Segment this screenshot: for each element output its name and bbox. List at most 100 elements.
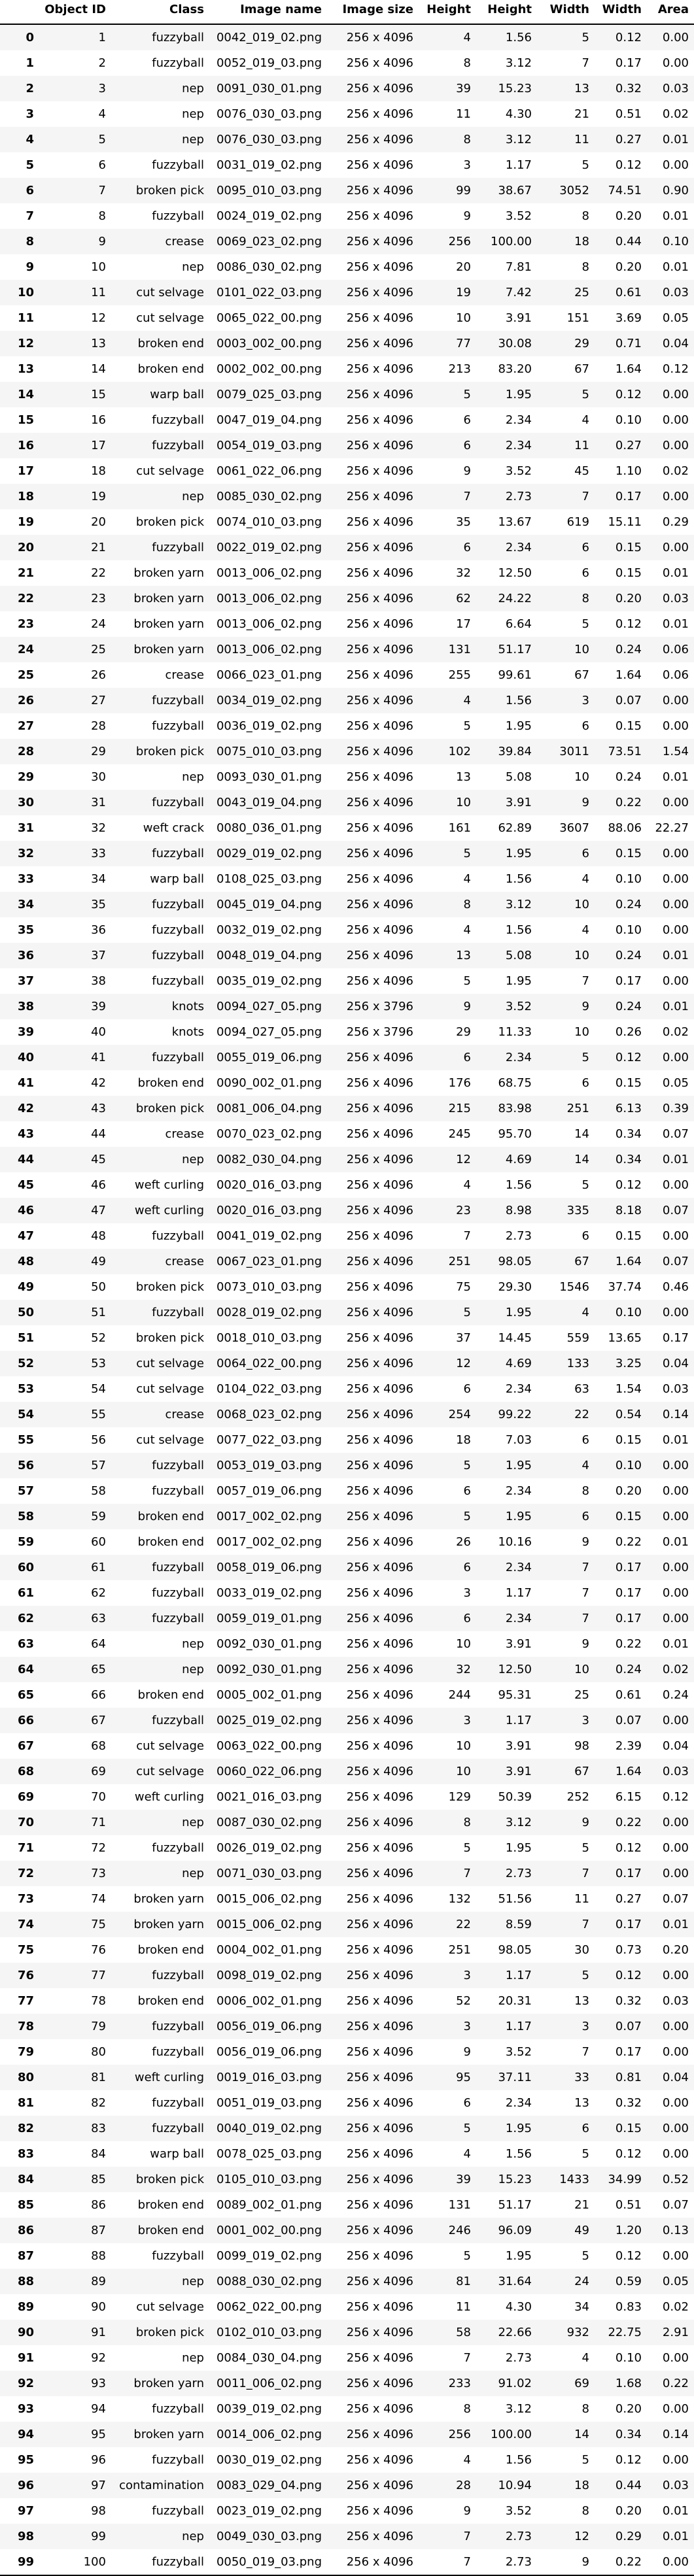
width-px-cell: 8 [581,2503,589,2518]
image-name-cell: 0074_010_03.png [216,515,322,529]
object-id-cell: 79 [91,2019,106,2033]
class-cell: fuzzyball [152,1611,204,1625]
image-name-cell: 0092_030_01.png [216,1662,322,1676]
table-row: 7 8 fuzzyball 0024_019_02.png 256 x 4096 9 3.5… [0,203,694,229]
image-size-cell: 256 x 4096 [346,1127,413,1141]
height-pct-cell: 1.95 [505,974,532,988]
row-index: 27 [17,719,34,733]
height-px-cell: 8 [463,2401,471,2416]
object-id-cell: 78 [91,1993,106,2008]
width-px-cell: 10 [574,642,589,656]
class-cell: broken end [137,2223,204,2237]
width-px-cell: 24 [574,2274,589,2288]
row-index: 14 [17,387,34,401]
class-cell: fuzzyball [152,209,204,223]
image-size-cell: 256 x 4096 [346,974,413,988]
class-cell: fuzzyball [152,30,204,44]
class-cell: fuzzyball [152,1229,204,1243]
image-size-cell: 256 x 4096 [346,1254,413,1268]
image-name-cell: 0102_010_03.png [216,2325,322,2339]
area-cell: 0.00 [662,2019,689,2033]
object-id-cell: 20 [91,515,106,529]
height-px-cell: 4 [463,1178,471,1192]
table-row: 46 47 weft curling 0020_016_03.png 256 x 409… [0,1198,694,1223]
area-cell: 0.05 [662,1076,689,1090]
height-px-cell: 245 [448,1127,471,1141]
class-cell: knots [171,999,204,1013]
width-px-cell: 4 [581,923,589,937]
height-pct-cell: 4.30 [505,107,532,121]
area-cell: 0.03 [662,285,689,299]
image-size-cell: 256 x 4096 [346,1942,413,1957]
height-px-cell: 131 [448,2197,471,2212]
object-id-cell: 39 [91,999,106,1013]
table-row: 66 67 fuzzyball 0025_019_02.png 256 x 4096 3 1… [0,1708,694,1733]
area-cell: 0.00 [662,846,689,860]
height-pct-cell: 1.17 [505,1585,532,1600]
class-cell: broken end [137,2197,204,2212]
row-index: 62 [17,1611,34,1625]
height-pct-cell: 6.64 [505,617,532,631]
class-cell: fuzzyball [152,719,204,733]
table-row: 20 21 fuzzyball 0022_019_02.png 256 x 4096 6 2… [0,535,694,560]
class-cell: crease [165,1407,204,1421]
table-row: 76 77 fuzzyball 0098_019_02.png 256 x 4096 3 1… [0,1963,694,1988]
image-name-cell: 0018_010_03.png [216,1330,322,1345]
image-name-cell: 0077_022_03.png [216,1432,322,1447]
height-px-cell: 3 [463,1968,471,1982]
area-cell: 0.01 [662,617,689,631]
row-index: 63 [17,1636,34,1651]
row-index: 7 [26,209,34,223]
width-pct-cell: 0.34 [615,1152,642,1166]
width-pct-cell: 0.12 [615,2452,642,2467]
area-cell: 0.02 [662,1025,689,1039]
height-px-cell: 6 [463,1560,471,1574]
table-row: 14 15 warp ball 0079_025_03.png 256 x 4096 5 1… [0,382,694,407]
table-row: 97 98 fuzzyball 0023_019_02.png 256 x 4096 9 3… [0,2498,694,2524]
table-row: 93 94 fuzzyball 0039_019_02.png 256 x 4096 8 3… [0,2396,694,2422]
height-px-cell: 129 [448,1789,471,1804]
class-cell: fuzzyball [152,2401,204,2416]
class-cell: nep [182,1636,204,1651]
height-pct-cell: 1.17 [505,1713,532,1727]
width-pct-cell: 0.81 [615,2070,642,2084]
height-px-cell: 5 [463,1509,471,1523]
object-id-cell: 83 [91,2121,106,2135]
image-size-cell: 256 x 3796 [346,1025,413,1039]
row-index: 78 [17,2019,34,2033]
width-pct-cell: 0.17 [615,489,642,503]
height-px-cell: 5 [463,846,471,860]
object-id-cell: 92 [91,2350,106,2365]
width-pct-cell: 1.64 [615,1764,642,1778]
class-cell: cut selvage [136,311,204,325]
height-pct-cell: 11.33 [498,1025,532,1039]
area-cell: 0.02 [662,1662,689,1676]
height-px-cell: 6 [463,1381,471,1396]
height-pct-cell: 4.69 [505,1356,532,1370]
height-pct-cell: 38.67 [498,183,532,197]
object-id-cell: 62 [91,1585,106,1600]
image-size-cell: 256 x 4096 [346,285,413,299]
image-size-cell: 256 x 4096 [346,1101,413,1115]
class-cell: fuzzyball [152,2044,204,2059]
height-pct-cell: 1.95 [505,1305,532,1319]
object-id-cell: 29 [91,744,106,758]
width-pct-cell: 0.17 [615,1585,642,1600]
image-name-cell: 0019_016_03.png [216,2070,322,2084]
object-id-cell: 94 [91,2401,106,2416]
width-pct-cell: 0.27 [615,1891,642,1906]
row-index: 87 [17,2248,34,2263]
width-pct-cell: 0.15 [615,1229,642,1243]
table-row: 73 74 broken yarn 0015_006_02.png 256 x 4096… [0,1886,694,1912]
table-row: 30 31 fuzzyball 0043_019_04.png 256 x 4096 10… [0,790,694,815]
height-pct-cell: 2.34 [505,1483,532,1498]
table-row: 82 83 fuzzyball 0040_019_02.png 256 x 4096 5 1… [0,2116,694,2141]
row-index: 60 [17,1560,34,1574]
class-cell: broken pick [135,2172,204,2186]
image-size-cell: 256 x 4096 [346,1636,413,1651]
image-name-cell: 0050_019_03.png [209,2549,327,2576]
height-pct-cell: 15.23 [498,2172,532,2186]
table-row: 5 6 fuzzyball 0031_019_02.png 256 x 4096 3 1.1… [0,152,694,178]
area-cell: 0.01 [662,132,689,146]
